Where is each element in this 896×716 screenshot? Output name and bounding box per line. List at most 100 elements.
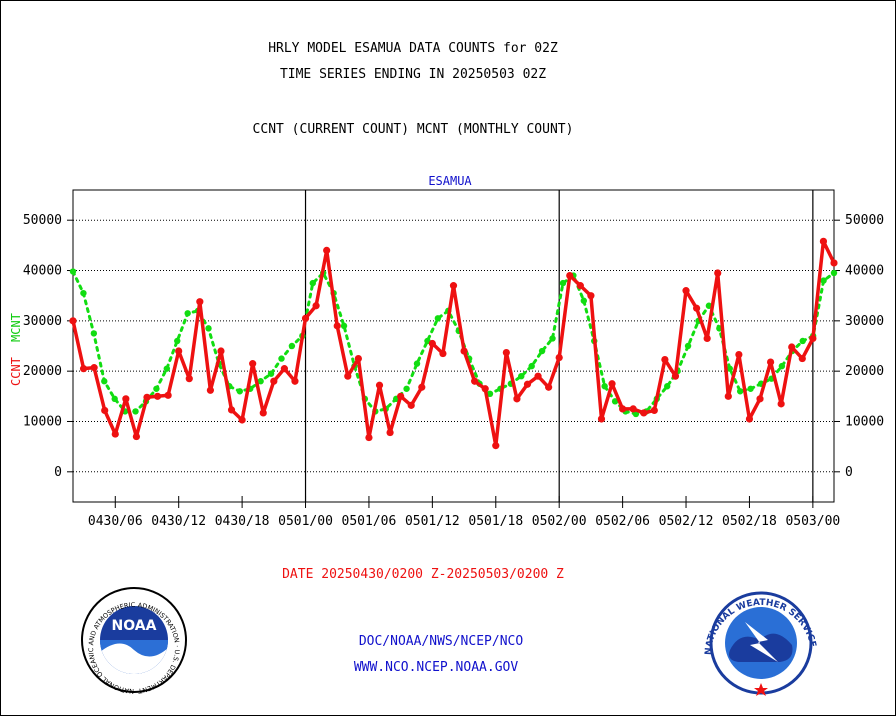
data-point bbox=[267, 370, 275, 377]
data-point bbox=[650, 406, 658, 415]
x-tick-label: 0501/12 bbox=[405, 514, 460, 529]
data-point bbox=[820, 277, 827, 284]
data-point bbox=[756, 395, 764, 403]
data-point bbox=[549, 335, 556, 342]
data-point bbox=[684, 342, 692, 350]
data-point bbox=[460, 347, 468, 355]
data-point bbox=[428, 339, 436, 348]
y-tick-label: 50000 bbox=[845, 213, 884, 228]
data-point bbox=[205, 325, 212, 332]
data-point bbox=[538, 347, 546, 355]
series-ccnt bbox=[69, 237, 838, 450]
data-point bbox=[518, 372, 525, 380]
data-point bbox=[354, 354, 362, 363]
data-point bbox=[143, 393, 151, 401]
data-point bbox=[661, 355, 669, 364]
data-point bbox=[309, 279, 316, 287]
y-tick-label: 20000 bbox=[23, 364, 62, 379]
plot-title: ESAMUA bbox=[428, 174, 472, 188]
data-point bbox=[132, 408, 139, 415]
x-axis: 0430/06 0430/12 0430/18 0501/00 0501/06 0501/… bbox=[88, 496, 840, 529]
data-point bbox=[640, 409, 648, 417]
y-tick-label: 40000 bbox=[23, 264, 62, 279]
y-axis-title-mcnt: MCNT bbox=[9, 313, 23, 342]
data-point bbox=[819, 237, 828, 245]
y-tick-label: 0 bbox=[54, 465, 62, 480]
x-tick-label: 0430/06 bbox=[88, 514, 143, 529]
data-point bbox=[418, 383, 426, 391]
data-point bbox=[534, 372, 542, 380]
data-point bbox=[486, 390, 494, 398]
data-point bbox=[434, 315, 442, 322]
data-point bbox=[90, 364, 98, 372]
footer-url: WWW.NCO.NCEP.NOAA.GOV bbox=[354, 660, 519, 675]
data-point bbox=[471, 377, 479, 385]
data-point bbox=[175, 347, 183, 355]
data-point bbox=[735, 350, 743, 359]
data-point bbox=[580, 297, 588, 304]
data-point bbox=[259, 409, 267, 417]
y-tick-label: 30000 bbox=[23, 314, 62, 329]
x-tick-label: 0502/06 bbox=[595, 514, 650, 529]
y-axis-title-ccnt: CCNT bbox=[9, 357, 23, 386]
data-point bbox=[238, 416, 246, 424]
data-point bbox=[111, 395, 118, 403]
x-tick-label: 0501/18 bbox=[468, 514, 523, 529]
y-axis-right: 0 10000 20000 30000 40000 50000 bbox=[834, 213, 884, 480]
data-point bbox=[174, 337, 181, 345]
data-point bbox=[619, 405, 627, 413]
data-point bbox=[333, 322, 341, 330]
data-point bbox=[492, 442, 500, 450]
data-point bbox=[608, 380, 616, 388]
data-point bbox=[481, 385, 489, 393]
data-point bbox=[69, 317, 77, 325]
x-tick-label: 0503/00 bbox=[785, 514, 840, 529]
data-point bbox=[724, 392, 732, 400]
data-point bbox=[164, 391, 172, 399]
data-point bbox=[206, 386, 215, 394]
noaa-logo: NOAA NATIONAL OCEANIC AND ATMOSPHERIC AD… bbox=[0, 0, 187, 695]
data-point bbox=[257, 378, 264, 385]
title-line-2: TIME SERIES ENDING IN 20250503 02Z bbox=[280, 67, 546, 82]
gridlines bbox=[73, 219, 834, 473]
data-point bbox=[291, 377, 299, 385]
data-point bbox=[830, 259, 838, 267]
data-point bbox=[778, 362, 786, 370]
data-point bbox=[278, 355, 285, 362]
data-point bbox=[664, 383, 671, 390]
y-tick-label: 20000 bbox=[845, 364, 884, 379]
x-tick-label: 0501/06 bbox=[342, 514, 397, 529]
data-point bbox=[745, 415, 754, 423]
x-tick-label: 0502/00 bbox=[532, 514, 587, 529]
data-point bbox=[407, 401, 415, 409]
data-point bbox=[403, 385, 410, 392]
data-point bbox=[576, 282, 584, 290]
data-point bbox=[365, 433, 373, 442]
data-point bbox=[386, 428, 394, 437]
data-point bbox=[90, 330, 98, 337]
data-point bbox=[597, 415, 606, 423]
data-point bbox=[747, 385, 754, 392]
data-point bbox=[153, 392, 162, 400]
data-point bbox=[397, 392, 405, 400]
y-tick-label: 40000 bbox=[845, 264, 884, 279]
data-point bbox=[301, 314, 310, 322]
data-point bbox=[766, 358, 775, 366]
data-point bbox=[523, 380, 532, 388]
data-point bbox=[288, 342, 296, 350]
title-line-1: HRLY MODEL ESAMUA DATA COUNTS for 02Z bbox=[268, 41, 558, 56]
data-point bbox=[528, 362, 535, 370]
nws-logo: NATIONAL WEATHER SERVICE bbox=[704, 591, 817, 696]
data-point bbox=[196, 298, 204, 306]
y-tick-label: 50000 bbox=[23, 213, 62, 228]
data-point bbox=[545, 383, 553, 391]
data-point bbox=[629, 405, 637, 413]
y-tick-label: 10000 bbox=[845, 414, 884, 429]
data-point bbox=[323, 246, 331, 254]
data-point bbox=[111, 430, 119, 438]
data-point bbox=[101, 406, 109, 415]
data-point bbox=[413, 360, 421, 367]
data-point bbox=[692, 304, 701, 312]
data-point bbox=[682, 287, 690, 295]
